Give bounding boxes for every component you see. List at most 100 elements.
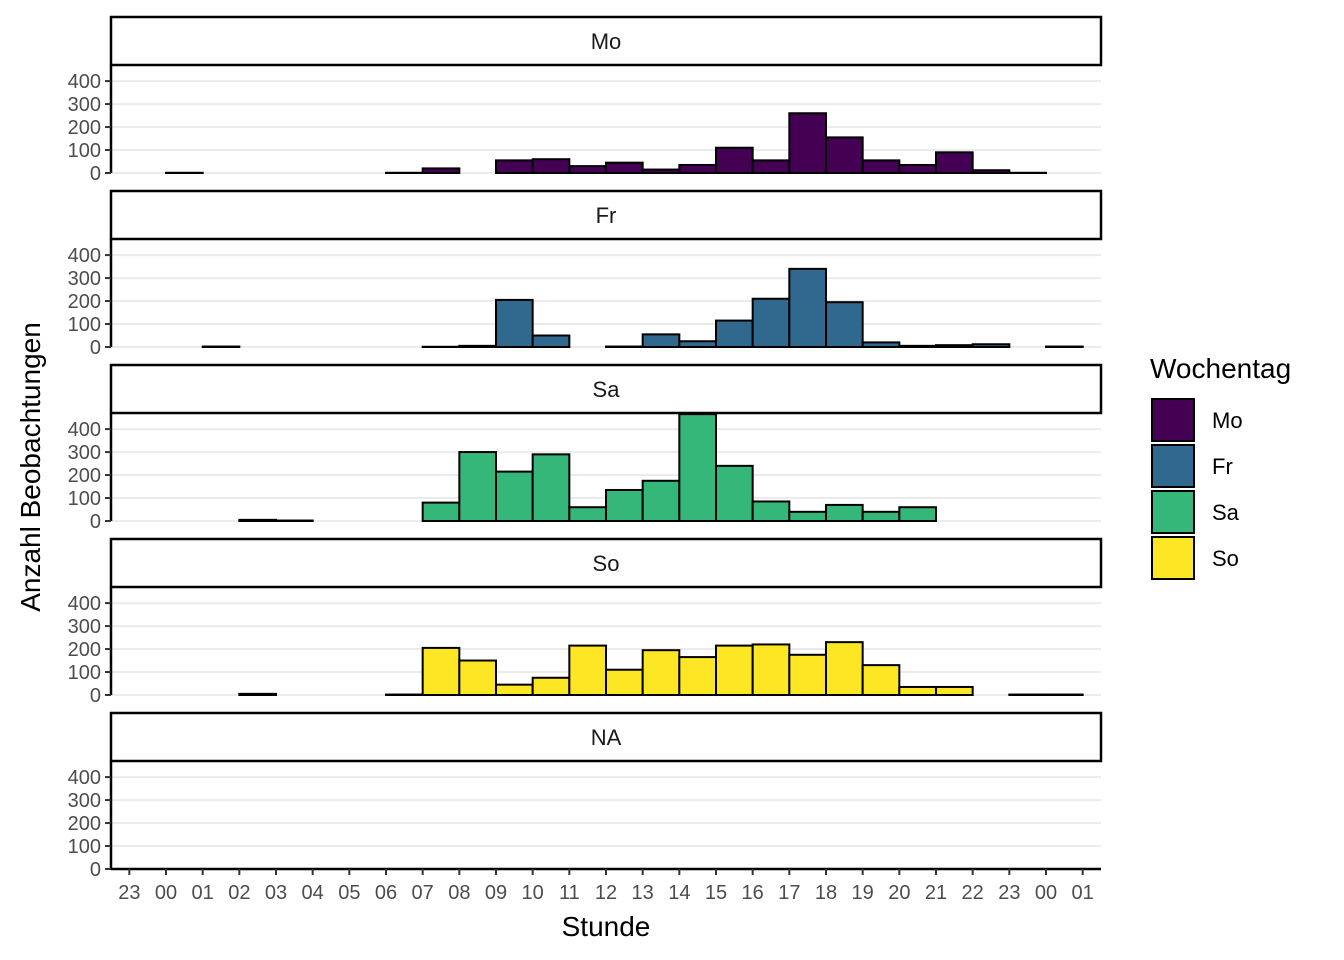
bar-fr-16	[715, 319, 754, 348]
bar-so-11	[531, 676, 571, 696]
bar-so-15	[678, 656, 717, 696]
y-tick-label: 100	[68, 314, 101, 336]
bar-sa-9	[458, 451, 498, 523]
bar-fr-17	[751, 297, 791, 349]
bar-so-8	[421, 646, 461, 696]
y-tick-label: 200	[68, 639, 101, 661]
x-tick-label: 18	[815, 882, 837, 904]
facet-label: Mo	[591, 29, 622, 54]
y-tick-label: 400	[68, 593, 101, 615]
bar-so-14	[641, 649, 681, 696]
legend-swatch-mo	[1151, 398, 1195, 442]
y-tick-label: 200	[68, 813, 101, 835]
y-tick-label: 100	[68, 836, 101, 858]
bar-so-20	[861, 664, 901, 697]
x-tick-label: 21	[925, 882, 947, 904]
x-tick-label: 13	[632, 882, 654, 904]
x-tick-label: 14	[668, 882, 690, 904]
bar-mo-22	[935, 151, 974, 175]
bar-sa-13	[605, 488, 644, 523]
x-axis-title: Stunde	[562, 911, 651, 942]
x-tick-label: 20	[888, 882, 910, 904]
bar-sa-14	[641, 479, 681, 522]
bar-sa-15	[678, 413, 717, 522]
x-tick-label: 02	[228, 882, 250, 904]
facet-strip	[109, 15, 1103, 67]
bar-so-18	[788, 653, 827, 696]
x-tick-label: 09	[485, 882, 507, 904]
bar-fr-14	[641, 333, 681, 348]
y-tick-label: 400	[68, 71, 101, 93]
bar-sa-11	[531, 453, 571, 522]
x-tick-label: 10	[522, 882, 544, 904]
bar-so-17	[751, 643, 791, 697]
bar-sa-21	[898, 506, 937, 523]
bar-fr-23	[971, 343, 1011, 349]
bar-sa-19	[825, 503, 864, 522]
facet-label: Fr	[596, 203, 617, 228]
legend-label-fr: Fr	[1212, 454, 1233, 479]
x-tick-label: 11	[559, 882, 580, 904]
bar-fr-10	[495, 298, 534, 348]
bar-fr-22	[935, 344, 974, 349]
y-tick-label: 300	[68, 442, 101, 464]
legend-swatch-so	[1151, 536, 1195, 580]
bar-so-3	[238, 692, 277, 697]
x-axis: 23 00 01 02 03 04 05 06 07 08 09 10 11 12 13 14 15 16 17 18…	[118, 869, 1094, 904]
y-tick-label: 400	[68, 245, 101, 267]
bar-mo-17	[751, 159, 791, 175]
bar-so-22	[935, 685, 974, 697]
y-tick-label: 300	[68, 616, 101, 638]
legend-title: Wochentag	[1150, 353, 1291, 384]
bar-so-21	[898, 685, 937, 697]
y-tick-label: 200	[68, 465, 101, 487]
x-tick-label: 12	[595, 882, 617, 904]
bar-sa-16	[715, 464, 754, 523]
y-tick-label: 0	[90, 163, 101, 185]
x-tick-label: 01	[192, 882, 214, 904]
bar-mo-14	[641, 168, 681, 175]
bar-mo-10	[495, 159, 534, 175]
bar-mo-15	[678, 163, 717, 174]
legend-label-mo: Mo	[1212, 408, 1243, 433]
x-tick-label: 04	[302, 882, 324, 904]
bar-mo-21	[898, 163, 937, 174]
x-tick-label: 07	[412, 882, 434, 904]
bar-sa-3	[238, 518, 277, 523]
bar-sa-10	[495, 470, 534, 522]
y-tick-label: 0	[90, 337, 101, 359]
bar-mo-11	[531, 158, 571, 175]
bar-fr-15	[678, 340, 717, 348]
bar-so-13	[605, 668, 644, 696]
facet-strip	[109, 189, 1103, 241]
facet-label: Sa	[593, 377, 621, 402]
x-tick-label: 17	[778, 882, 800, 904]
bar-so-19	[825, 641, 864, 696]
bar-mo-13	[605, 161, 644, 175]
y-tick-label: 300	[68, 268, 101, 290]
x-tick-label: 08	[448, 882, 470, 904]
bar-so-16	[715, 644, 754, 697]
x-tick-label: 15	[705, 882, 727, 904]
y-tick-label: 300	[68, 790, 101, 812]
y-tick-label: 300	[68, 94, 101, 116]
bar-sa-17	[751, 500, 791, 522]
legend-label-so: So	[1212, 546, 1239, 571]
x-tick-label: 00	[155, 882, 177, 904]
legend: Wochentag Mo Fr Sa So	[1150, 353, 1291, 580]
x-tick-label: 23	[118, 882, 140, 904]
x-tick-label: 06	[375, 882, 397, 904]
facet-label: So	[593, 551, 620, 576]
bar-fr-19	[825, 301, 864, 349]
facet-strip	[109, 537, 1103, 589]
y-tick-label: 0	[90, 511, 101, 533]
x-tick-label: 05	[338, 882, 360, 904]
y-tick-label: 400	[68, 419, 101, 441]
legend-swatch-fr	[1151, 444, 1195, 488]
y-tick-label: 200	[68, 117, 101, 139]
bar-sa-8	[421, 501, 461, 523]
